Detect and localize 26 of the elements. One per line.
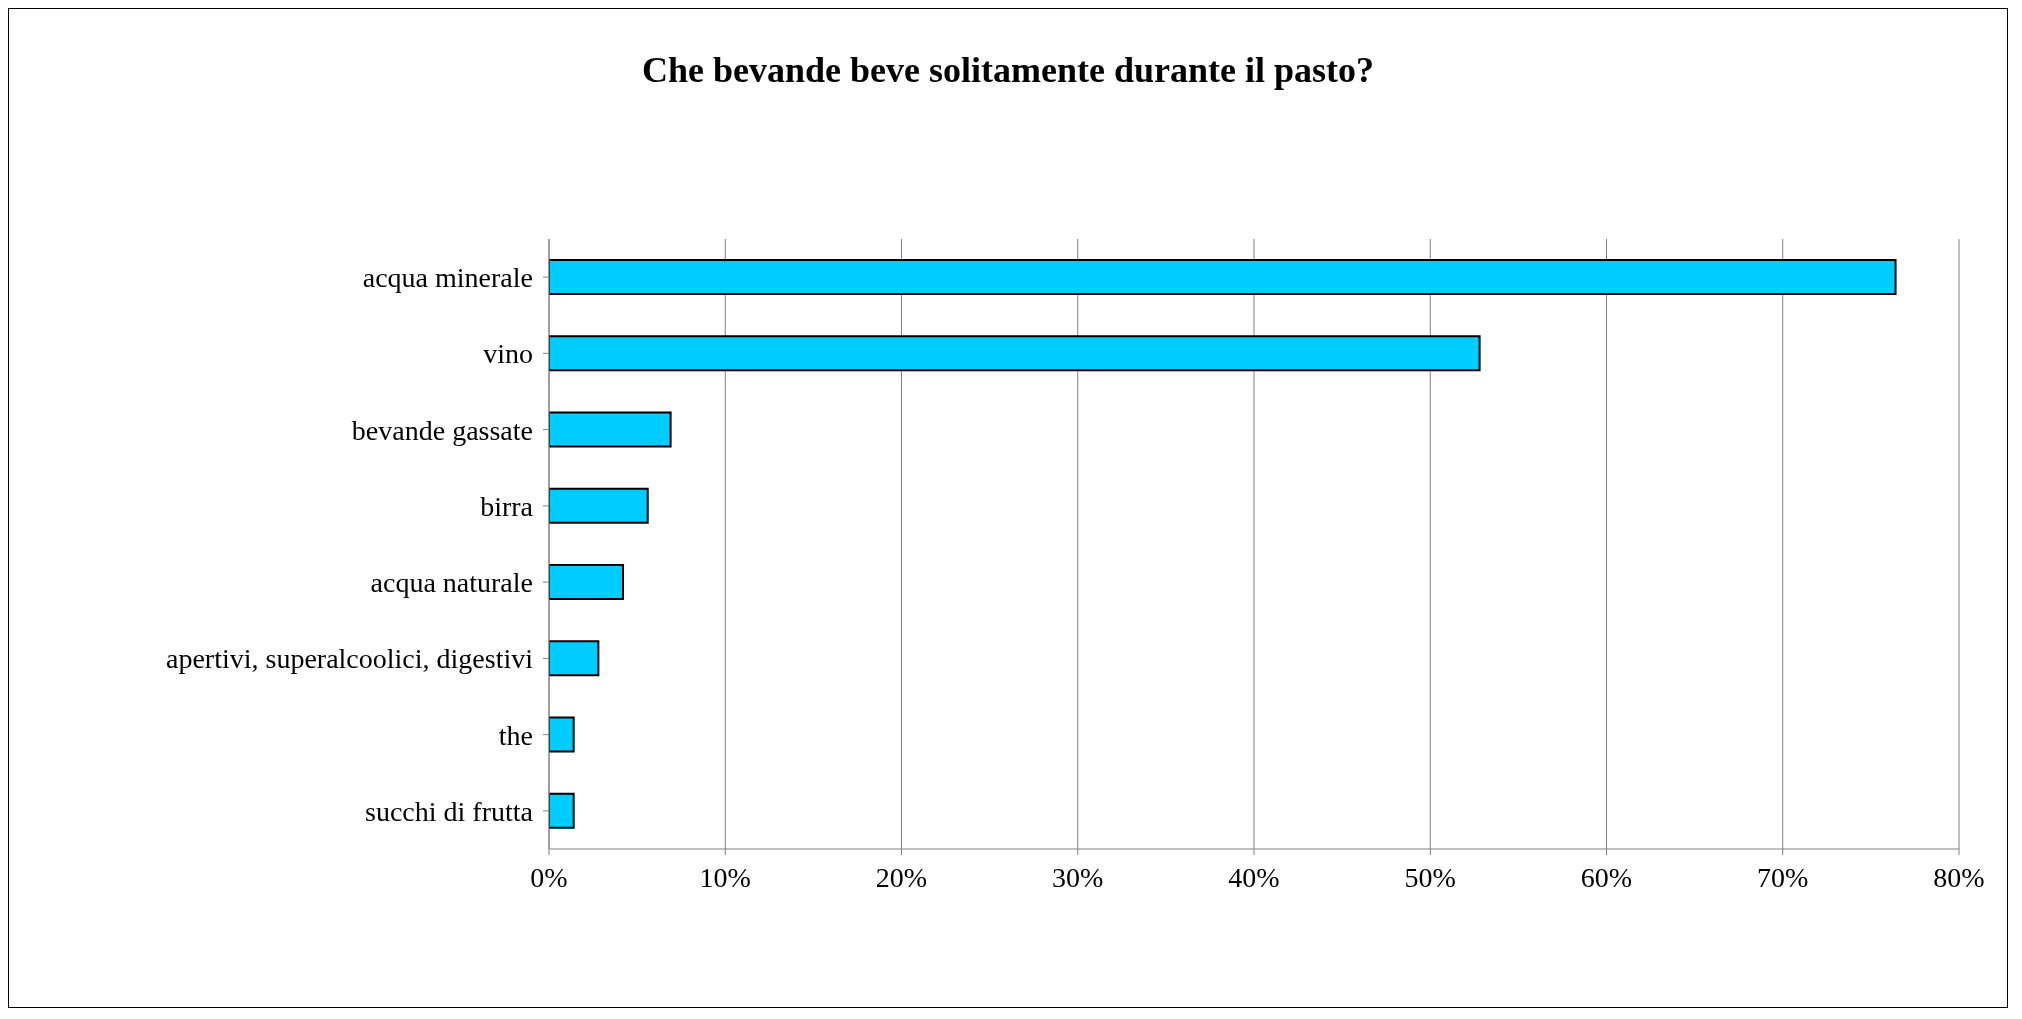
bar — [549, 335, 1481, 372]
y-tick-label: acqua naturale — [370, 567, 533, 599]
x-tick-label: 10% — [699, 861, 751, 893]
bar — [549, 716, 575, 753]
y-tick-label: bevande gassate — [351, 414, 533, 446]
x-tick-label: 20% — [875, 861, 928, 893]
chart-title: Che bevande beve solitamente durante il pasto? — [641, 49, 1375, 92]
bar — [549, 792, 575, 829]
x-tick-label: 0% — [530, 861, 568, 893]
y-tick-label: acqua minerale — [362, 262, 533, 294]
x-tick-label: 80% — [1933, 861, 1985, 893]
bar — [549, 640, 600, 677]
y-tick-label: succhi di frutta — [365, 795, 534, 827]
bar — [549, 487, 649, 524]
x-tick-label: 60% — [1580, 861, 1633, 893]
y-tick-label: vino — [483, 338, 533, 370]
y-tick-label: the — [498, 719, 533, 751]
y-tick-label: birra — [480, 490, 534, 522]
x-tick-label: 50% — [1404, 861, 1456, 893]
bar — [549, 259, 1897, 295]
bar — [549, 411, 672, 448]
y-tick-label: apertivi, superalcoolici, digestivi — [165, 643, 534, 675]
x-tick-label: 70% — [1757, 861, 1809, 893]
bar — [549, 564, 625, 600]
x-tick-label: 40% — [1228, 861, 1280, 893]
x-tick-label: 30% — [1052, 861, 1104, 893]
